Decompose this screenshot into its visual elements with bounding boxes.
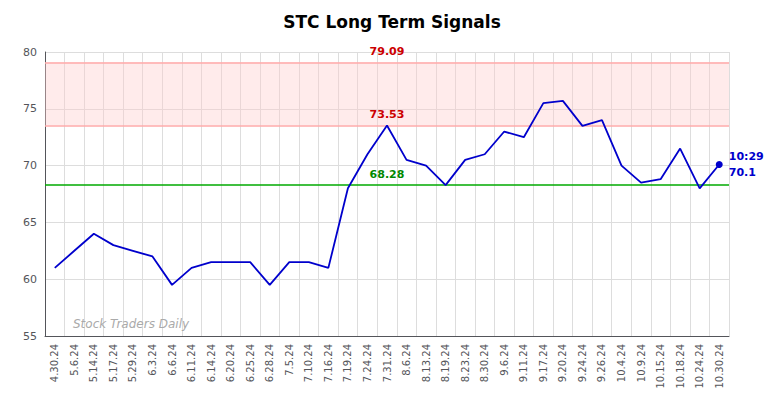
- svg-text:5.6.24: 5.6.24: [69, 344, 80, 376]
- svg-text:70: 70: [23, 159, 37, 172]
- svg-text:8.13.24: 8.13.24: [421, 344, 432, 382]
- svg-text:10.15.24: 10.15.24: [655, 344, 666, 389]
- svg-text:60: 60: [23, 273, 37, 286]
- svg-text:7.24.24: 7.24.24: [362, 344, 373, 382]
- svg-text:68.28: 68.28: [370, 168, 405, 181]
- svg-text:5.29.24: 5.29.24: [127, 344, 138, 382]
- svg-text:7.16.24: 7.16.24: [323, 344, 334, 382]
- svg-text:6.6.24: 6.6.24: [167, 344, 178, 376]
- svg-text:73.53: 73.53: [370, 108, 405, 121]
- svg-text:4.30.24: 4.30.24: [49, 344, 60, 382]
- svg-text:5.17.24: 5.17.24: [108, 344, 119, 382]
- svg-text:7.10.24: 7.10.24: [303, 344, 314, 382]
- svg-text:9.24.24: 9.24.24: [577, 344, 588, 382]
- svg-text:79.09: 79.09: [370, 45, 405, 58]
- svg-text:7.31.24: 7.31.24: [382, 344, 393, 382]
- svg-text:55: 55: [23, 330, 37, 343]
- svg-text:6.11.24: 6.11.24: [186, 344, 197, 382]
- svg-text:8.30.24: 8.30.24: [479, 344, 490, 382]
- svg-text:10.4.24: 10.4.24: [616, 344, 627, 382]
- svg-text:8.6.24: 8.6.24: [401, 344, 412, 376]
- svg-text:9.6.24: 9.6.24: [499, 344, 510, 376]
- svg-text:STC Long Term Signals: STC Long Term Signals: [283, 12, 501, 32]
- svg-text:6.25.24: 6.25.24: [245, 344, 256, 382]
- svg-text:10:29: 10:29: [729, 150, 764, 163]
- svg-text:Stock Traders Daily: Stock Traders Daily: [73, 317, 190, 331]
- svg-text:6.14.24: 6.14.24: [206, 344, 217, 382]
- svg-text:10.9.24: 10.9.24: [636, 344, 647, 382]
- svg-text:6.3.24: 6.3.24: [147, 344, 158, 376]
- svg-text:7.5.24: 7.5.24: [284, 344, 295, 376]
- svg-text:5.14.24: 5.14.24: [88, 344, 99, 382]
- svg-text:9.20.24: 9.20.24: [557, 344, 568, 382]
- svg-text:65: 65: [23, 216, 37, 229]
- svg-text:6.20.24: 6.20.24: [225, 344, 236, 382]
- svg-text:8.19.24: 8.19.24: [440, 344, 451, 382]
- svg-text:75: 75: [23, 102, 37, 115]
- svg-text:8.23.24: 8.23.24: [460, 344, 471, 382]
- svg-text:9.17.24: 9.17.24: [538, 344, 549, 382]
- svg-text:80: 80: [23, 46, 37, 59]
- svg-text:10.30.24: 10.30.24: [714, 344, 725, 389]
- svg-text:6.28.24: 6.28.24: [264, 344, 275, 382]
- svg-text:7.19.24: 7.19.24: [342, 344, 353, 382]
- svg-text:70.1: 70.1: [729, 166, 756, 179]
- svg-text:9.26.24: 9.26.24: [596, 344, 607, 382]
- svg-text:10.18.24: 10.18.24: [675, 344, 686, 389]
- svg-text:9.11.24: 9.11.24: [518, 344, 529, 382]
- svg-text:10.24.24: 10.24.24: [694, 344, 705, 389]
